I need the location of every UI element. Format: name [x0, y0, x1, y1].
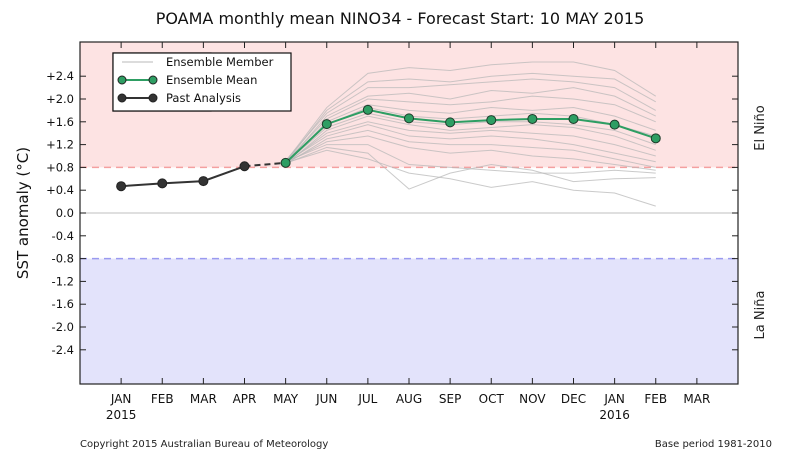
ensemble-member-line	[285, 146, 656, 190]
ensemble-mean-point	[568, 113, 579, 124]
ensemble-mean-point	[445, 117, 456, 128]
past-analysis-point	[239, 161, 250, 172]
legend-frame	[112, 52, 292, 112]
legend-marker	[148, 93, 158, 103]
past-analysis-line	[121, 165, 245, 188]
ensemble-member-line	[285, 124, 656, 163]
x-tick-label: DEC	[561, 392, 586, 406]
x-tick-label: SEP	[439, 392, 461, 406]
ensemble-member-line	[285, 135, 656, 171]
x-tick-label: NOV	[519, 392, 546, 406]
legend-marker	[117, 75, 127, 85]
x-tick-label: JUN	[315, 392, 337, 406]
ensemble-mean-point	[527, 113, 538, 124]
ensemble-mean-line	[284, 108, 657, 164]
y-tick-label: +1.2	[46, 138, 74, 152]
ensemble-member-line	[285, 72, 656, 164]
ensemble-mean-point	[486, 115, 497, 126]
ensemble-member-line	[285, 78, 656, 161]
ensemble-mean-point	[362, 104, 373, 115]
legend-label: Ensemble Member	[166, 55, 274, 69]
x-tick-label: MAR	[190, 392, 217, 406]
y-tick-label: +2.0	[46, 92, 74, 106]
past-analysis-point	[116, 181, 127, 192]
x-tick-label: JAN	[110, 392, 132, 406]
x-tick-label: JAN	[603, 392, 625, 406]
ensemble-member-line	[285, 112, 656, 164]
past-to-forecast-dashed-line	[244, 161, 286, 168]
x-tick-label: OCT	[479, 392, 505, 406]
x-tick-label: APR	[233, 392, 257, 406]
y-tick-label: +2.4	[46, 69, 74, 83]
ensemble-member-line	[285, 87, 656, 164]
x-tick-label: AUG	[396, 392, 422, 406]
y-tick-label: +1.6	[46, 115, 74, 129]
y-tick-label: -0.4	[52, 229, 74, 243]
legend-marker	[117, 93, 127, 103]
x-tick-label: FEB	[644, 392, 667, 406]
y-tick-label: -2.0	[52, 320, 74, 334]
y-tick-label: +0.4	[46, 183, 74, 197]
ensemble-mean-point	[609, 119, 620, 130]
ensemble-member-line	[285, 95, 656, 163]
x-tick-label: FEB	[151, 392, 174, 406]
copyright-text: Copyright 2015 Australian Bureau of Mete…	[80, 439, 328, 450]
y-tick-label: +0.8	[46, 160, 74, 174]
plot-area: JAN FEB MAR APR MAY JUN JUL AUG SEP OCT NOV DEC JAN F…	[46, 41, 739, 422]
ensemble-member-line	[285, 149, 656, 207]
ensemble-member-line	[285, 104, 656, 165]
legend-label: Ensemble Mean	[166, 73, 257, 87]
chart-title: POAMA monthly mean NINO34 - Forecast Sta…	[156, 9, 645, 28]
ensemble-member-line	[285, 129, 656, 168]
past-analysis-point	[198, 176, 209, 187]
past-analysis-point	[157, 178, 168, 189]
y-tick-label: -2.4	[52, 343, 74, 357]
la-nina-region	[80, 258, 738, 384]
legend-marker	[148, 75, 158, 85]
ensemble-member-line	[285, 61, 657, 163]
y-tick-label: -0.8	[52, 252, 74, 266]
y-tick-label: 0.0	[56, 206, 74, 220]
legend: Ensemble Member Ensemble Mean Past Analysi…	[112, 52, 292, 112]
ensemble-mean-point	[650, 133, 661, 144]
legend-label: Past Analysis	[166, 91, 241, 105]
ensemble-mean-point	[321, 119, 332, 130]
x-tick-label: MAY	[273, 392, 299, 406]
x-tick-label: MAR	[683, 392, 710, 406]
ensemble-member-line	[285, 115, 656, 165]
y-tick-label: -1.6	[52, 297, 74, 311]
ensemble-mean-point	[280, 157, 291, 168]
y-axis-label: SST anomaly (°C)	[14, 147, 32, 279]
x-year-label: 2016	[599, 408, 630, 422]
ensemble-mean-point	[404, 113, 414, 124]
el-nino-label: El Niño	[753, 105, 768, 151]
ensemble-member-line	[285, 121, 656, 164]
x-tick-label: JUL	[357, 392, 377, 406]
base-period-text: Base period 1981-2010	[655, 439, 772, 450]
la-nina-label: La Niña	[753, 291, 768, 340]
x-year-label: 2015	[106, 408, 137, 422]
y-tick-label: -1.2	[52, 274, 74, 288]
